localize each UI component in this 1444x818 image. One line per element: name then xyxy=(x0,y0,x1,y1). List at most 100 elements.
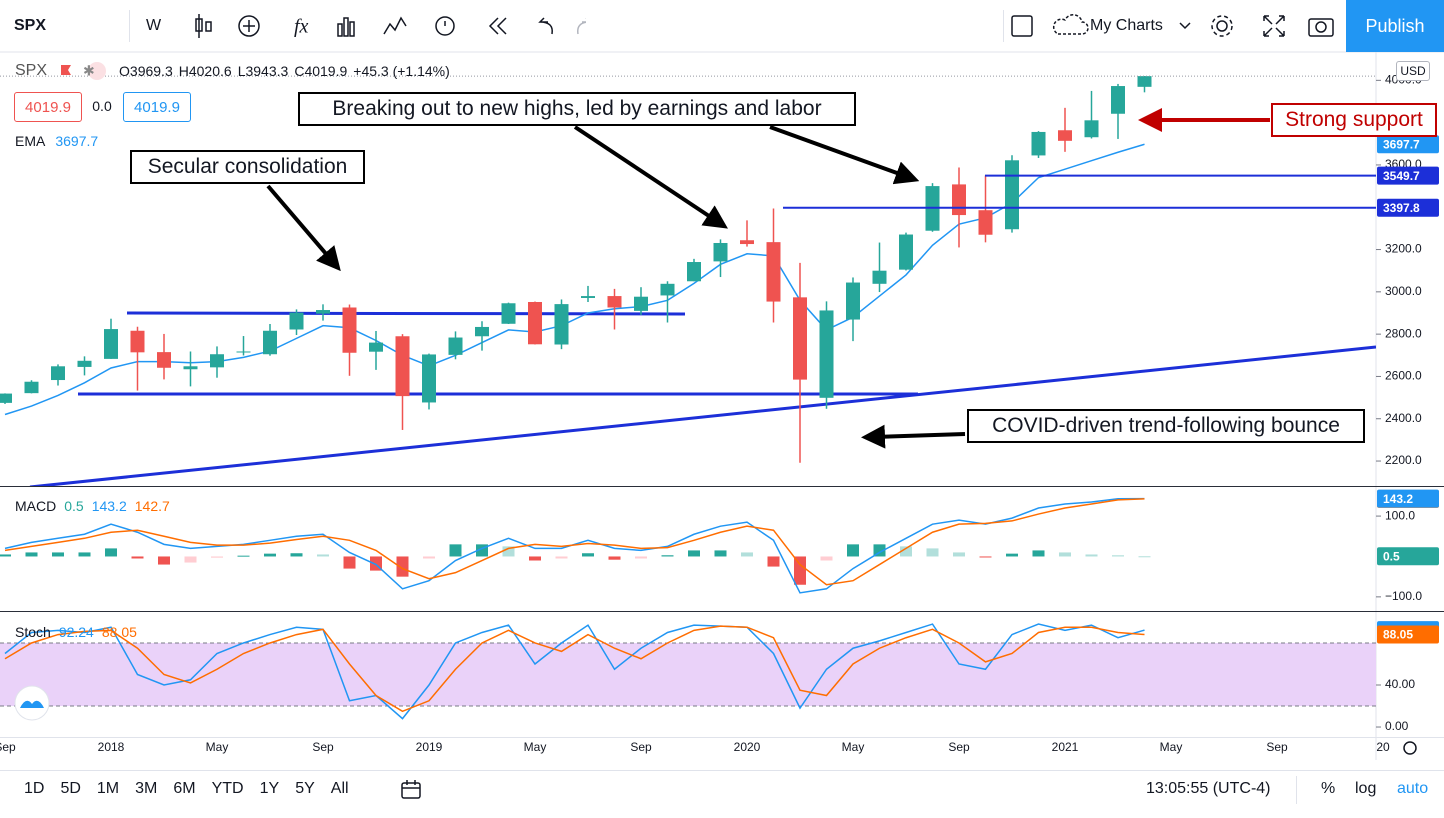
ema-legend: EMA 3697.7 xyxy=(15,133,98,149)
drawn-trendline xyxy=(29,345,1376,486)
x-tick-label: 2019 xyxy=(416,740,443,754)
separator xyxy=(1003,10,1004,42)
publish-button[interactable]: Publish xyxy=(1346,0,1444,52)
histogram-bar xyxy=(158,556,170,565)
histogram-bar xyxy=(343,556,356,569)
symbol[interactable]: SPX xyxy=(14,17,47,34)
toolbar-icons[interactable]: fx xyxy=(186,10,586,42)
macd-hist-value: 0.5 xyxy=(64,498,84,514)
histogram-bar xyxy=(449,544,462,557)
histogram-bar xyxy=(396,556,409,577)
y-tick-label: 2200.0 xyxy=(1385,453,1422,467)
range-button[interactable]: 5Y xyxy=(295,780,315,797)
price-tag-label: 3549.7 xyxy=(1383,169,1420,183)
candle-body xyxy=(899,234,913,270)
range-button[interactable]: All xyxy=(330,780,349,797)
price-tag xyxy=(1377,489,1439,508)
annotation: Strong support xyxy=(1271,103,1437,137)
histogram-bar xyxy=(423,556,435,559)
candle-body xyxy=(289,312,304,330)
histogram-bar xyxy=(290,553,303,557)
x-tick-label: Sep xyxy=(1266,740,1288,754)
price-tag-label: 143.2 xyxy=(1383,492,1413,506)
y-tick-label: −100.0 xyxy=(1385,589,1422,603)
candle-body xyxy=(24,381,39,394)
histogram-bar xyxy=(1006,553,1018,557)
logo[interactable] xyxy=(14,685,50,721)
histogram-bar xyxy=(1112,555,1124,557)
candle-body xyxy=(713,242,728,262)
currency[interactable]: USD xyxy=(1396,61,1430,81)
histogram-bar xyxy=(105,548,117,557)
price-tag xyxy=(1377,135,1439,154)
range-button[interactable]: 1Y xyxy=(259,780,280,797)
candle-body xyxy=(978,210,993,235)
legend-symbol: SPX xyxy=(15,62,48,79)
price-tag xyxy=(1377,198,1439,217)
price-tag xyxy=(1377,625,1439,644)
settings-icon[interactable] xyxy=(1403,741,1417,755)
buy-button[interactable]: 4019.9 xyxy=(123,92,191,122)
fx-icon[interactable]: fx xyxy=(294,16,309,38)
x-tick-label: Sep xyxy=(948,740,970,754)
histogram-bar xyxy=(688,550,700,557)
annotation-arrow xyxy=(769,125,920,185)
legend-icons[interactable]: ✱ xyxy=(53,62,113,80)
candle-body xyxy=(77,360,92,367)
stoch-d-value: 88.05 xyxy=(101,624,137,640)
candle-body xyxy=(51,366,65,381)
ema-line xyxy=(4,143,1145,416)
x-tick-label: 2018 xyxy=(98,740,125,754)
candle-body xyxy=(1058,130,1072,141)
histogram-bar xyxy=(926,548,939,557)
candle-body xyxy=(104,329,118,359)
sell-button[interactable]: 4019.9 xyxy=(14,92,82,122)
candle-body xyxy=(952,184,966,216)
signal-value: 142.7 xyxy=(134,498,170,514)
range-button[interactable]: 1M xyxy=(96,780,120,797)
range-button[interactable]: 5D xyxy=(60,780,81,797)
candle-body xyxy=(634,296,648,311)
range-button[interactable]: 6M xyxy=(173,780,196,797)
clock[interactable]: 13:05:55 (UTC-4) xyxy=(1146,780,1271,797)
range-button[interactable]: 3M xyxy=(135,780,158,797)
range-button[interactable]: YTD xyxy=(211,780,244,797)
macd-value: 143.2 xyxy=(91,498,127,514)
ema-value: 3697.7 xyxy=(55,133,99,149)
histogram-bar xyxy=(953,552,965,557)
histogram-bar xyxy=(25,552,38,557)
histogram-bar xyxy=(184,556,197,563)
histogram-bar xyxy=(979,556,992,558)
interval[interactable]: W xyxy=(146,17,162,34)
x-tick-label: May xyxy=(1160,740,1183,754)
y-tick-label: 2800.0 xyxy=(1385,326,1422,340)
candle-body xyxy=(819,310,834,398)
candle-body xyxy=(607,296,622,308)
goto-date-icon[interactable] xyxy=(400,779,422,801)
auto-toggle[interactable]: auto xyxy=(1397,780,1429,797)
log-toggle[interactable]: log xyxy=(1355,780,1377,797)
histogram-bar xyxy=(767,556,780,567)
price-tag-label: 3697.7 xyxy=(1383,137,1420,151)
candle-body xyxy=(130,330,145,353)
layout-name[interactable]: My Charts xyxy=(1090,17,1163,34)
price-tag-label: 0.5 xyxy=(1383,549,1400,563)
macd-label: MACD xyxy=(15,498,57,514)
y-tick-label: 3000.0 xyxy=(1385,284,1422,298)
y-tick-label: 0.00 xyxy=(1385,719,1409,733)
candle-body xyxy=(157,352,171,368)
candle-body xyxy=(846,282,860,320)
toolbar-right-icons[interactable] xyxy=(1008,10,1338,42)
range-button[interactable]: 1D xyxy=(24,780,45,797)
histogram-bar xyxy=(635,556,647,559)
y-tick-label: 100.0 xyxy=(1385,508,1415,522)
percent-toggle[interactable]: % xyxy=(1321,780,1336,797)
macd-line xyxy=(4,498,1145,586)
candle-body xyxy=(1031,131,1046,156)
candle-body xyxy=(236,351,251,353)
x-tick-label: May xyxy=(842,740,865,754)
drawn-support-line xyxy=(126,311,686,316)
annotation-arrow xyxy=(573,125,728,229)
x-tick-label: Sep xyxy=(0,740,16,754)
stoch-legend: Stoch 92.24 88.05 xyxy=(15,624,137,640)
